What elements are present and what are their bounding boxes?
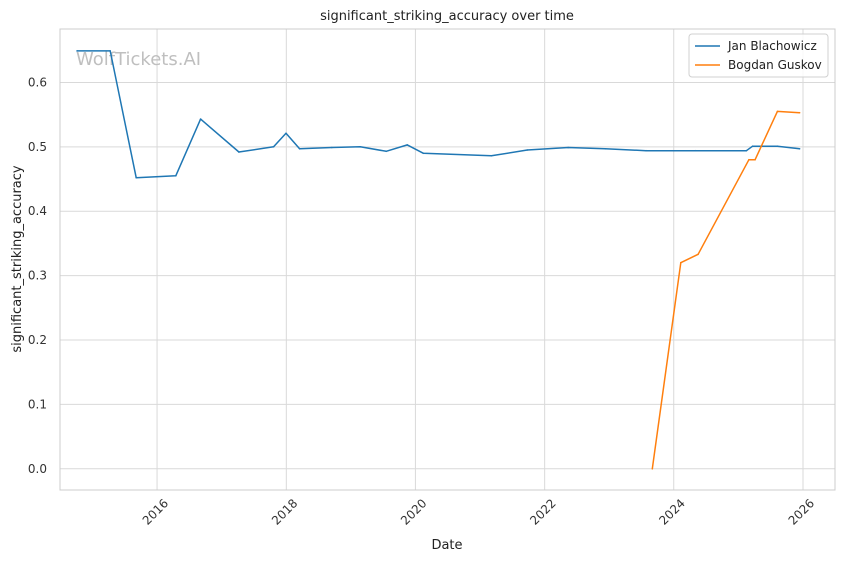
data-point <box>175 175 177 177</box>
data-point <box>76 50 78 52</box>
data-point <box>285 132 287 135</box>
x-tick-label: 2016 <box>140 496 171 527</box>
legend-label-0: Jan Blachowicz <box>727 39 817 53</box>
y-tick-label: 0.2 <box>28 333 47 347</box>
x-tick-label: 2024 <box>656 496 687 527</box>
data-point <box>651 468 654 470</box>
data-point <box>697 253 699 256</box>
watermark: WolfTickets.AI <box>76 49 201 70</box>
y-tick-labels: 0.0 0.1 0.2 0.3 0.4 0.5 0.6 <box>28 75 47 475</box>
legend-label-1: Bogdan Guskov <box>728 58 822 72</box>
plot-area <box>60 29 835 490</box>
series-line-0 <box>77 50 800 179</box>
data-point <box>406 144 409 146</box>
legend: Jan Blachowicz Bogdan Guskov <box>688 33 829 78</box>
y-tick-label: 0.0 <box>28 462 47 476</box>
data-point <box>385 150 388 153</box>
x-tick-label: 2022 <box>527 496 558 527</box>
data-point <box>754 158 756 161</box>
data-point <box>359 146 362 148</box>
x-axis-label: Date <box>431 538 462 553</box>
y-tick-label: 0.6 <box>28 75 47 89</box>
x-tick-label: 2026 <box>786 496 817 527</box>
data-point <box>422 152 425 155</box>
data-point <box>694 149 697 152</box>
data-point <box>751 145 754 147</box>
data-point <box>798 148 801 150</box>
series-layer <box>76 50 801 470</box>
data-point <box>490 155 493 157</box>
data-point <box>567 146 569 149</box>
data-point <box>798 111 801 114</box>
data-point <box>680 261 682 264</box>
data-point <box>238 151 240 153</box>
data-point <box>748 158 750 161</box>
legend-box <box>688 33 829 78</box>
plot-frame <box>59 28 836 491</box>
y-axis-label: significant_striking_accuracy <box>10 165 25 353</box>
y-tick-label: 0.4 <box>28 204 47 218</box>
data-point <box>526 149 529 151</box>
data-point <box>135 176 137 179</box>
y-tick-label: 0.1 <box>28 397 47 411</box>
data-point <box>298 148 301 150</box>
data-point <box>272 146 275 148</box>
data-point <box>199 118 202 120</box>
data-point <box>109 50 111 52</box>
chart-title: significant_striking_accuracy over time <box>320 9 574 24</box>
data-point <box>604 148 607 150</box>
x-tick-label: 2020 <box>398 496 429 527</box>
x-tick-labels: 2016 2018 2020 2022 2024 2026 <box>140 496 817 527</box>
data-point <box>331 146 333 149</box>
data-point <box>645 149 647 152</box>
y-tick-label: 0.5 <box>28 140 47 154</box>
x-tick-label: 2018 <box>269 496 300 527</box>
y-tick-label: 0.3 <box>28 269 47 283</box>
data-point <box>776 110 779 113</box>
data-point <box>745 149 748 152</box>
data-point <box>776 145 779 147</box>
